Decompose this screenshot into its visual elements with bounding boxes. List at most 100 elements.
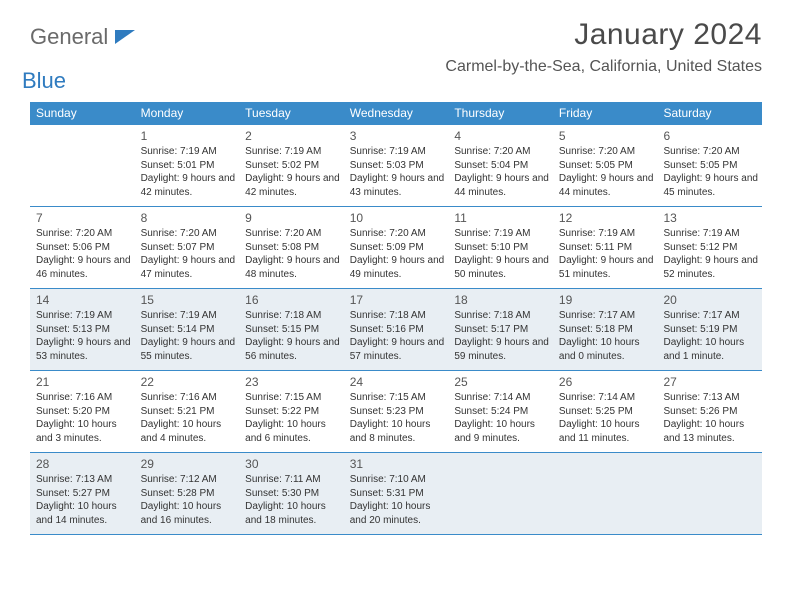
week-row: 14Sunrise: 7:19 AMSunset: 5:13 PMDayligh…	[30, 289, 762, 371]
daylight-text: Daylight: 9 hours and 52 minutes.	[663, 254, 758, 281]
day-cell: 6Sunrise: 7:20 AMSunset: 5:05 PMDaylight…	[657, 125, 762, 206]
day-cell: 24Sunrise: 7:15 AMSunset: 5:23 PMDayligh…	[344, 371, 449, 452]
sunset-text: Sunset: 5:25 PM	[559, 405, 654, 419]
daylight-text: Daylight: 9 hours and 42 minutes.	[141, 172, 236, 199]
day-number: 27	[663, 374, 758, 390]
daylight-text: Daylight: 9 hours and 51 minutes.	[559, 254, 654, 281]
daylight-text: Daylight: 9 hours and 44 minutes.	[454, 172, 549, 199]
daylight-text: Daylight: 9 hours and 44 minutes.	[559, 172, 654, 199]
weekday-label: Friday	[553, 102, 658, 125]
daylight-text: Daylight: 10 hours and 6 minutes.	[245, 418, 340, 445]
day-number: 12	[559, 210, 654, 226]
sunrise-text: Sunrise: 7:11 AM	[245, 473, 340, 487]
sunrise-text: Sunrise: 7:19 AM	[245, 145, 340, 159]
daylight-text: Daylight: 10 hours and 14 minutes.	[36, 500, 131, 527]
daylight-text: Daylight: 9 hours and 49 minutes.	[350, 254, 445, 281]
sunset-text: Sunset: 5:08 PM	[245, 241, 340, 255]
daylight-text: Daylight: 9 hours and 55 minutes.	[141, 336, 236, 363]
day-cell	[30, 125, 135, 206]
sunrise-text: Sunrise: 7:20 AM	[559, 145, 654, 159]
sunrise-text: Sunrise: 7:13 AM	[663, 391, 758, 405]
sunrise-text: Sunrise: 7:20 AM	[350, 227, 445, 241]
weekday-label: Saturday	[657, 102, 762, 125]
daylight-text: Daylight: 9 hours and 56 minutes.	[245, 336, 340, 363]
day-cell: 3Sunrise: 7:19 AMSunset: 5:03 PMDaylight…	[344, 125, 449, 206]
day-cell: 19Sunrise: 7:17 AMSunset: 5:18 PMDayligh…	[553, 289, 658, 370]
weekday-header-row: SundayMondayTuesdayWednesdayThursdayFrid…	[30, 102, 762, 125]
day-number: 25	[454, 374, 549, 390]
sunset-text: Sunset: 5:17 PM	[454, 323, 549, 337]
sunset-text: Sunset: 5:03 PM	[350, 159, 445, 173]
daylight-text: Daylight: 10 hours and 16 minutes.	[141, 500, 236, 527]
day-number: 23	[245, 374, 340, 390]
day-cell: 20Sunrise: 7:17 AMSunset: 5:19 PMDayligh…	[657, 289, 762, 370]
sunrise-text: Sunrise: 7:15 AM	[245, 391, 340, 405]
day-number: 8	[141, 210, 236, 226]
day-cell: 25Sunrise: 7:14 AMSunset: 5:24 PMDayligh…	[448, 371, 553, 452]
sunrise-text: Sunrise: 7:20 AM	[663, 145, 758, 159]
logo-triangle-icon	[115, 30, 135, 44]
daylight-text: Daylight: 9 hours and 47 minutes.	[141, 254, 236, 281]
daylight-text: Daylight: 9 hours and 57 minutes.	[350, 336, 445, 363]
sunrise-text: Sunrise: 7:16 AM	[36, 391, 131, 405]
day-number: 29	[141, 456, 236, 472]
sunrise-text: Sunrise: 7:19 AM	[141, 309, 236, 323]
sunset-text: Sunset: 5:05 PM	[559, 159, 654, 173]
sunset-text: Sunset: 5:27 PM	[36, 487, 131, 501]
day-number: 4	[454, 128, 549, 144]
day-number: 16	[245, 292, 340, 308]
daylight-text: Daylight: 10 hours and 8 minutes.	[350, 418, 445, 445]
day-cell: 17Sunrise: 7:18 AMSunset: 5:16 PMDayligh…	[344, 289, 449, 370]
day-cell: 31Sunrise: 7:10 AMSunset: 5:31 PMDayligh…	[344, 453, 449, 534]
day-cell	[657, 453, 762, 534]
sunrise-text: Sunrise: 7:17 AM	[559, 309, 654, 323]
daylight-text: Daylight: 10 hours and 3 minutes.	[36, 418, 131, 445]
day-cell: 8Sunrise: 7:20 AMSunset: 5:07 PMDaylight…	[135, 207, 240, 288]
week-row: 21Sunrise: 7:16 AMSunset: 5:20 PMDayligh…	[30, 371, 762, 453]
header: General Blue January 2024 Carmel-by-the-…	[30, 18, 762, 94]
daylight-text: Daylight: 10 hours and 0 minutes.	[559, 336, 654, 363]
day-number: 19	[559, 292, 654, 308]
day-cell: 23Sunrise: 7:15 AMSunset: 5:22 PMDayligh…	[239, 371, 344, 452]
sunset-text: Sunset: 5:20 PM	[36, 405, 131, 419]
sunset-text: Sunset: 5:06 PM	[36, 241, 131, 255]
sunrise-text: Sunrise: 7:17 AM	[663, 309, 758, 323]
day-number: 18	[454, 292, 549, 308]
sunset-text: Sunset: 5:22 PM	[245, 405, 340, 419]
location: Carmel-by-the-Sea, California, United St…	[445, 58, 762, 76]
daylight-text: Daylight: 10 hours and 4 minutes.	[141, 418, 236, 445]
day-number: 28	[36, 456, 131, 472]
day-cell: 15Sunrise: 7:19 AMSunset: 5:14 PMDayligh…	[135, 289, 240, 370]
day-cell: 18Sunrise: 7:18 AMSunset: 5:17 PMDayligh…	[448, 289, 553, 370]
sunrise-text: Sunrise: 7:19 AM	[350, 145, 445, 159]
day-cell: 9Sunrise: 7:20 AMSunset: 5:08 PMDaylight…	[239, 207, 344, 288]
sunset-text: Sunset: 5:01 PM	[141, 159, 236, 173]
weeks-container: 1Sunrise: 7:19 AMSunset: 5:01 PMDaylight…	[30, 125, 762, 535]
sunset-text: Sunset: 5:18 PM	[559, 323, 654, 337]
day-cell	[448, 453, 553, 534]
logo-word-general: General	[30, 24, 108, 49]
day-cell: 7Sunrise: 7:20 AMSunset: 5:06 PMDaylight…	[30, 207, 135, 288]
sunrise-text: Sunrise: 7:20 AM	[245, 227, 340, 241]
day-cell: 14Sunrise: 7:19 AMSunset: 5:13 PMDayligh…	[30, 289, 135, 370]
sunrise-text: Sunrise: 7:12 AM	[141, 473, 236, 487]
sunrise-text: Sunrise: 7:13 AM	[36, 473, 131, 487]
sunrise-text: Sunrise: 7:18 AM	[245, 309, 340, 323]
day-cell: 11Sunrise: 7:19 AMSunset: 5:10 PMDayligh…	[448, 207, 553, 288]
sunrise-text: Sunrise: 7:19 AM	[141, 145, 236, 159]
week-row: 28Sunrise: 7:13 AMSunset: 5:27 PMDayligh…	[30, 453, 762, 535]
daylight-text: Daylight: 10 hours and 9 minutes.	[454, 418, 549, 445]
day-cell: 29Sunrise: 7:12 AMSunset: 5:28 PMDayligh…	[135, 453, 240, 534]
sunrise-text: Sunrise: 7:18 AM	[350, 309, 445, 323]
sunset-text: Sunset: 5:12 PM	[663, 241, 758, 255]
sunrise-text: Sunrise: 7:19 AM	[559, 227, 654, 241]
sunset-text: Sunset: 5:13 PM	[36, 323, 131, 337]
sunrise-text: Sunrise: 7:14 AM	[559, 391, 654, 405]
logo: General Blue	[30, 24, 135, 94]
day-number: 22	[141, 374, 236, 390]
sunrise-text: Sunrise: 7:14 AM	[454, 391, 549, 405]
day-number: 7	[36, 210, 131, 226]
sunrise-text: Sunrise: 7:18 AM	[454, 309, 549, 323]
sunset-text: Sunset: 5:19 PM	[663, 323, 758, 337]
sunrise-text: Sunrise: 7:10 AM	[350, 473, 445, 487]
